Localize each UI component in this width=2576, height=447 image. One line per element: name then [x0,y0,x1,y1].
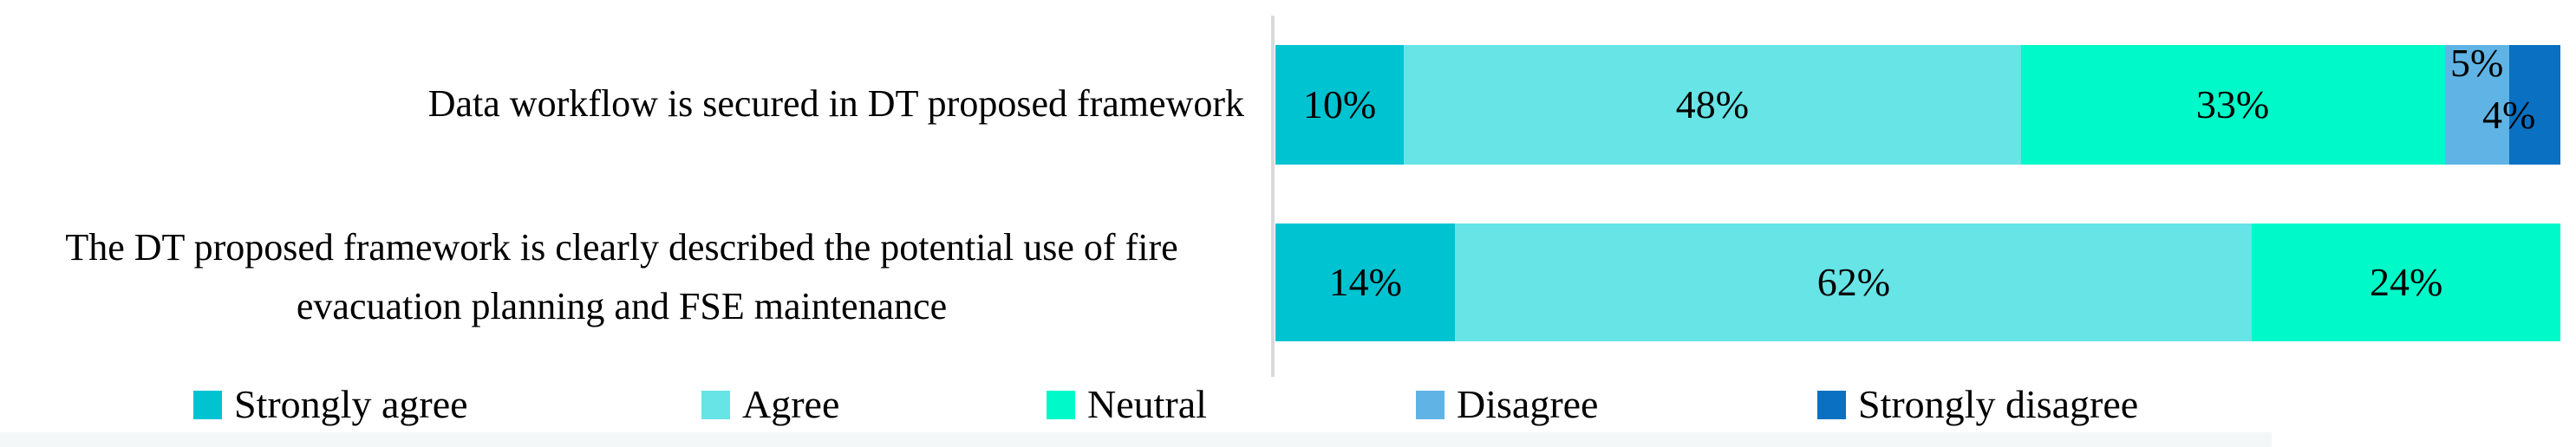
data-label-neutral: 33% [2195,82,2270,126]
data-label-strongly-agree: 14% [1328,260,1402,304]
bar-row-data-workflow: 10% 48% 33% 5% 4% [1275,41,2560,165]
bar-segment-neutral: 24% [2252,224,2560,341]
legend: Strongly agree Agree Neutral Disagree Strong… [0,385,2576,426]
bar-segment-strongly-agree: 10% [1275,45,1405,165]
legend-label: Strongly agree [234,382,468,426]
legend-swatch-icon [701,390,730,419]
legend-swatch-icon [1047,390,1075,419]
data-label-strongly-disagree: 4% [2482,93,2536,137]
legend-swatch-icon [193,390,222,419]
bar-segment-agree: 62% [1455,224,2253,341]
category-axis-line [1271,16,1275,377]
legend-item-neutral: Neutral [1047,385,1207,424]
data-label-agree: 62% [1816,260,1891,304]
page-background-strip [0,432,2272,447]
legend-label: Neutral [1087,382,1207,426]
data-label-neutral: 24% [2369,260,2443,304]
legend-item-strongly-agree: Strongly agree [193,385,468,424]
legend-label: Disagree [1457,382,1599,426]
bar-segment-agree: 48% [1404,45,2021,165]
legend-swatch-icon [1817,390,1846,419]
legend-item-disagree: Disagree [1416,385,1598,424]
bar-segment-strongly-agree: 14% [1275,224,1456,341]
category-label-data-workflow: Data workflow is secured in DT proposed … [427,82,1244,125]
bar-segment-strongly-disagree: 4% [2482,45,2560,165]
legend-item-agree: Agree [701,385,839,424]
legend-label: Strongly disagree [1858,382,2139,426]
bar-row-dt-framework: 14% 62% 24% [1275,224,2560,341]
legend-swatch-icon [1416,390,1445,419]
bar-segment-neutral: 33% [2020,45,2445,165]
data-label-agree: 48% [1675,82,1750,126]
legend-label: Agree [742,382,840,426]
bar-segment-disagree: 5% [2444,41,2509,165]
data-label-strongly-agree: 10% [1302,82,1377,126]
legend-item-strongly-disagree: Strongly disagree [1817,385,2138,424]
data-label-disagree: 5% [2449,41,2504,85]
category-label-dt-framework: The DT proposed framework is clearly des… [65,226,1178,328]
